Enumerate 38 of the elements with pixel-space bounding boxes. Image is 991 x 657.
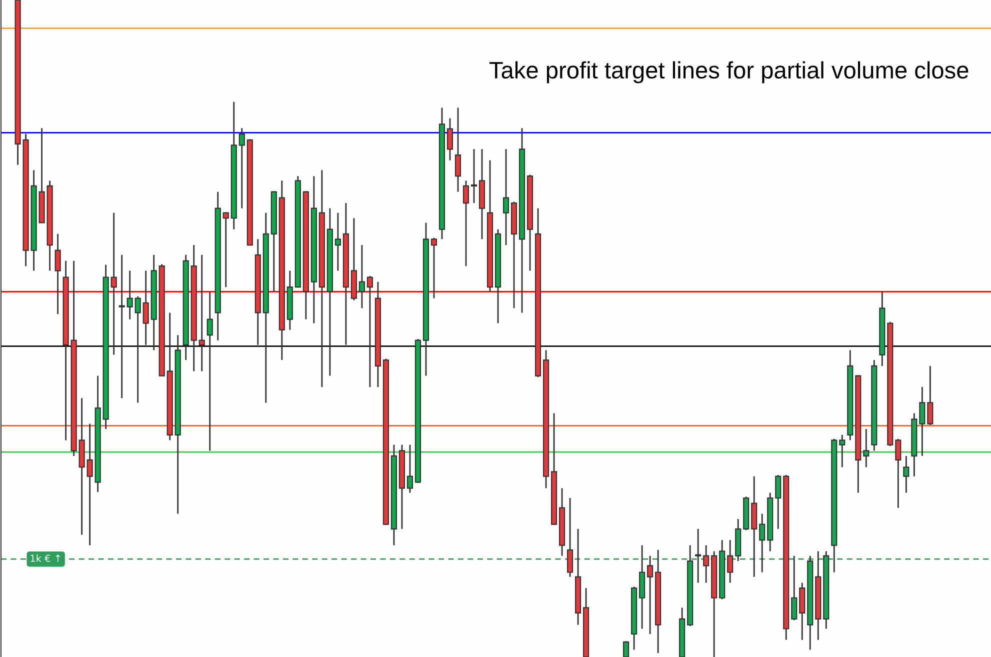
candlestick	[727, 539, 734, 584]
candlestick	[222, 212, 229, 288]
candlestick	[462, 180, 470, 267]
candlestick	[134, 296, 141, 404]
candlestick	[110, 212, 117, 356]
candlestick	[454, 107, 462, 193]
annotation: Take profit target lines for partial volume close	[489, 61, 968, 84]
candlestick	[238, 127, 245, 209]
candlestick	[647, 555, 654, 635]
candlestick	[430, 237, 438, 299]
candlestick	[86, 423, 93, 546]
candlestick	[703, 544, 710, 584]
candlestick	[502, 148, 510, 246]
candlestick	[470, 148, 478, 204]
candlestick	[198, 254, 205, 372]
candlestick	[775, 474, 782, 530]
candlestick	[895, 438, 902, 509]
candlestick	[334, 212, 341, 272]
candlestick	[366, 275, 373, 388]
candlestick	[566, 497, 574, 578]
candlestick	[695, 528, 702, 584]
candlestick	[142, 270, 149, 346]
candlestick	[919, 386, 926, 457]
candlestick	[406, 444, 413, 494]
candlestick	[118, 254, 125, 399]
ref-line-label: 1k € ↑	[30, 554, 60, 562]
candlestick	[839, 434, 846, 468]
candlestick	[791, 555, 798, 621]
candlestick	[927, 365, 934, 426]
candlestick	[759, 513, 766, 573]
candlestick	[358, 244, 365, 309]
candlestick	[446, 118, 454, 162]
candlestick	[863, 428, 870, 468]
candlestick	[206, 291, 213, 452]
candlestick	[623, 640, 630, 657]
candlestick	[54, 233, 61, 315]
candlestick	[126, 270, 133, 320]
candlestick	[903, 455, 910, 494]
